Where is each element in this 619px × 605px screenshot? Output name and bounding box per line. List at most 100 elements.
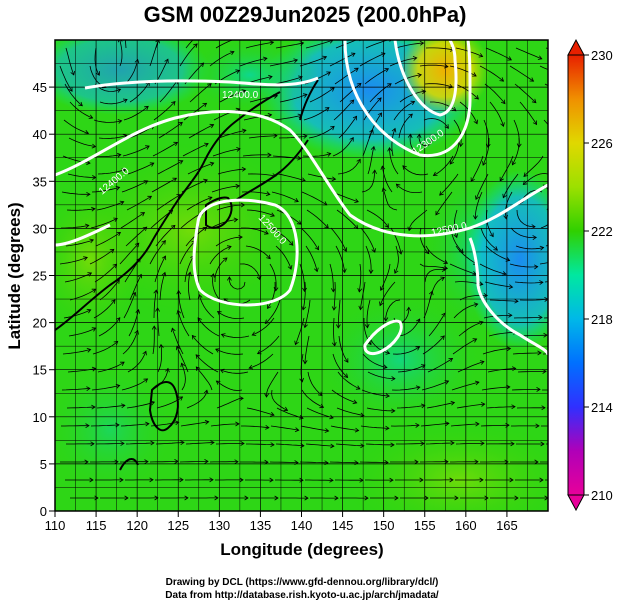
streamline: [218, 129, 246, 139]
streamline: [180, 421, 209, 427]
streamline: [333, 99, 354, 121]
y-tick-label: 15: [33, 363, 47, 378]
streamline: [390, 424, 420, 427]
streamline-arrow: [214, 495, 219, 501]
streamline-arrow: [244, 495, 249, 501]
streamline-arrow: [287, 265, 293, 270]
streamline: [93, 299, 116, 319]
streamline: [362, 353, 387, 368]
streamline-arrow: [562, 73, 566, 77]
streamline: [276, 407, 304, 419]
streamline-arrow: [349, 99, 355, 105]
streamline-arrow: [143, 180, 149, 185]
streamline: [181, 363, 186, 391]
streamline-arrow: [204, 419, 210, 425]
streamline: [271, 191, 299, 202]
streamline: [545, 244, 548, 247]
streamline: [300, 353, 304, 382]
streamline: [453, 119, 462, 147]
streamline-arrow: [391, 127, 397, 133]
streamline: [423, 291, 433, 319]
streamline-arrow: [164, 58, 169, 64]
streamline: [279, 94, 308, 103]
streamline: [502, 173, 519, 198]
streamline-arrow: [116, 231, 122, 237]
streamline-arrow: [220, 333, 226, 338]
streamline: [216, 204, 245, 211]
streamline: [424, 269, 446, 283]
streamline-arrow: [416, 318, 421, 324]
streamline-arrow: [500, 99, 506, 105]
streamline-arrow: [116, 88, 122, 93]
streamline-arrow: [91, 366, 97, 372]
streamline: [211, 185, 240, 193]
x-tick-label: 155: [414, 518, 436, 533]
streamline-arrow: [209, 477, 214, 483]
streamline-arrow: [539, 477, 544, 483]
streamline: [177, 310, 190, 337]
streamline: [423, 118, 449, 129]
streamline: [307, 371, 323, 396]
streamline-arrow: [343, 373, 349, 378]
streamline: [209, 246, 232, 265]
streamline-arrow: [86, 160, 91, 166]
streamline: [482, 138, 490, 166]
streamline: [451, 381, 479, 391]
streamline: [330, 425, 359, 431]
streamline-arrow: [235, 421, 240, 427]
streamline-arrow: [444, 380, 450, 385]
streamline-arrow: [563, 256, 567, 260]
streamline: [364, 68, 389, 85]
streamline: [389, 57, 417, 67]
streamline-arrow: [484, 495, 489, 501]
y-tick-label: 45: [33, 80, 47, 95]
streamline: [271, 389, 288, 411]
streamline-arrow: [421, 89, 427, 95]
streamline: [539, 262, 548, 265]
streamline-arrow: [233, 217, 239, 223]
streamline: [155, 225, 176, 247]
colorbar-tick-label: 210: [591, 488, 613, 503]
streamline-arrow: [210, 273, 216, 278]
streamline: [195, 366, 213, 391]
streamline-arrow: [335, 324, 341, 329]
x-tick-label: 140: [291, 518, 313, 533]
streamline: [122, 330, 139, 355]
streamline: [210, 423, 239, 427]
streamline: [309, 87, 335, 103]
streamline-arrow: [302, 93, 308, 98]
streamline-arrow: [504, 459, 509, 465]
streamline: [69, 288, 96, 301]
streamline-arrow: [95, 71, 100, 76]
streamline-arrow: [534, 459, 539, 465]
streamline: [365, 443, 395, 446]
streamline: [97, 169, 126, 175]
streamline-arrow: [354, 460, 359, 466]
streamline: [239, 263, 261, 280]
streamline-arrow: [209, 123, 215, 129]
streamline-arrow: [294, 460, 299, 465]
streamline-arrow: [264, 319, 270, 324]
streamline-arrow: [389, 477, 394, 483]
streamline-arrow: [368, 269, 374, 275]
streamline-arrow: [84, 130, 90, 135]
streamline-arrow: [394, 269, 399, 274]
x-tick-label: 165: [496, 518, 518, 533]
streamline-arrow: [176, 289, 182, 295]
streamline-arrow: [330, 443, 335, 449]
streamline-arrow: [143, 378, 149, 383]
streamline: [123, 105, 149, 121]
streamline: [395, 42, 424, 49]
streamline-arrow: [294, 197, 299, 203]
streamline: [94, 47, 100, 76]
streamline: [366, 299, 371, 328]
streamline: [540, 224, 548, 229]
streamline: [189, 83, 212, 103]
streamline-arrow: [369, 128, 374, 134]
streamline-arrow: [195, 354, 201, 359]
streamline-arrow: [371, 248, 376, 253]
streamline-arrow: [241, 166, 247, 172]
x-tick-label: 150: [373, 518, 395, 533]
streamline-arrow: [84, 459, 89, 465]
streamline: [215, 236, 243, 247]
